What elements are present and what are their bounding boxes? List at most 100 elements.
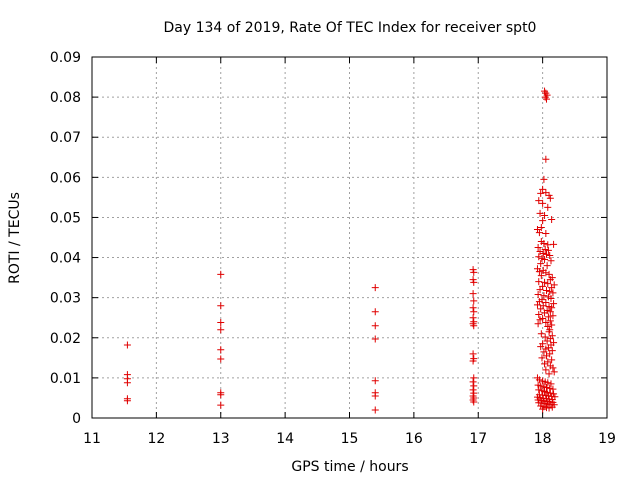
- data-point: [546, 288, 554, 296]
- data-point: [544, 246, 552, 254]
- data-point: [542, 384, 550, 392]
- data-point: [469, 290, 477, 298]
- data-point: [371, 406, 379, 414]
- data-point: [548, 356, 556, 364]
- data-point: [537, 272, 545, 280]
- data-point: [470, 268, 478, 276]
- data-point: [535, 278, 543, 286]
- x-tick-label: 13: [212, 431, 230, 447]
- data-point: [549, 364, 557, 372]
- data-point: [535, 197, 543, 205]
- data-point: [535, 268, 543, 276]
- data-point: [541, 246, 549, 254]
- data-point: [534, 290, 542, 298]
- data-point: [470, 374, 478, 382]
- data-point: [548, 403, 556, 411]
- data-point: [548, 215, 556, 223]
- data-point: [535, 229, 543, 237]
- data-point: [539, 217, 547, 225]
- data-point: [542, 269, 550, 277]
- data-point: [371, 392, 379, 400]
- data-point: [545, 270, 553, 278]
- x-tick-label: 18: [534, 431, 552, 447]
- y-axis-label: ROTI / TECUs: [7, 192, 23, 284]
- data-point: [549, 385, 557, 393]
- data-point: [539, 199, 547, 207]
- data-point: [544, 313, 552, 321]
- data-point: [541, 211, 549, 219]
- data-point: [534, 244, 542, 252]
- y-tick-labels: 0 0.01 0.02 0.03 0.04 0.05 0.06 0.07 0.08 0.09: [50, 50, 81, 427]
- x-tick-labels: 11 12 13 14 15 16 17 18 19: [83, 431, 616, 447]
- grid-lines: [92, 57, 607, 418]
- data-point: [537, 223, 545, 231]
- data-point: [470, 398, 478, 406]
- data-point: [547, 294, 555, 302]
- y-tick-label: 0.01: [50, 371, 81, 387]
- data-point: [537, 305, 545, 313]
- data-point: [541, 256, 549, 264]
- data-point: [546, 194, 554, 202]
- data-point: [537, 330, 545, 338]
- data-point: [541, 360, 549, 368]
- data-point: [217, 302, 225, 310]
- data-point: [371, 284, 379, 292]
- x-tick-label: 15: [341, 431, 359, 447]
- data-point: [544, 379, 552, 387]
- data-point: [542, 352, 550, 360]
- data-point: [540, 348, 548, 356]
- data-point: [542, 286, 550, 294]
- data-point: [544, 280, 552, 288]
- y-tick-label: 0.06: [50, 170, 81, 186]
- data-point: [536, 286, 544, 294]
- data-point: [540, 240, 548, 248]
- chart-title: Day 134 of 2019, Rate Of TEC Index for r…: [164, 20, 537, 36]
- x-tick-label: 11: [83, 431, 101, 447]
- data-point: [547, 380, 555, 388]
- data-point: [470, 297, 478, 305]
- data-point: [550, 300, 558, 308]
- data-point: [469, 350, 477, 358]
- data-point: [540, 292, 548, 300]
- data-point: [545, 370, 553, 378]
- data-point: [217, 355, 225, 363]
- data-point: [546, 317, 554, 325]
- y-tick-label: 0.09: [50, 50, 81, 66]
- x-tick-label: 14: [276, 431, 294, 447]
- data-point: [470, 308, 478, 316]
- data-point: [545, 328, 553, 336]
- data-point: [371, 335, 379, 343]
- x-tick-label: 16: [405, 431, 423, 447]
- data-point: [217, 319, 225, 327]
- data-point: [123, 397, 131, 405]
- data-point: [469, 386, 477, 394]
- data-point: [547, 257, 555, 265]
- data-point: [548, 304, 556, 312]
- x-tick-label: 19: [598, 431, 616, 447]
- data-point: [546, 384, 554, 392]
- x-tick-label: 12: [147, 431, 165, 447]
- data-point: [542, 319, 550, 327]
- data-point: [546, 308, 554, 316]
- data-point: [469, 314, 477, 322]
- data-point: [549, 312, 557, 320]
- data-point: [544, 203, 552, 211]
- plot-frame: [91, 56, 608, 419]
- data-point: [541, 333, 549, 341]
- y-tick-label: 0: [72, 411, 81, 427]
- y-tick-label: 0.04: [50, 251, 81, 267]
- data-point: [543, 388, 551, 396]
- data-point: [543, 337, 551, 345]
- data-point: [550, 368, 558, 376]
- data-point: [550, 240, 558, 248]
- data-point: [542, 250, 550, 258]
- x-tick-label: 17: [469, 431, 487, 447]
- data-point: [469, 304, 477, 312]
- data-point: [217, 346, 225, 354]
- data-point: [542, 229, 550, 237]
- y-tick-label: 0.07: [50, 130, 81, 146]
- data-point: [537, 260, 545, 268]
- data-point: [537, 343, 545, 351]
- data-point: [541, 278, 549, 286]
- data-point: [470, 278, 478, 286]
